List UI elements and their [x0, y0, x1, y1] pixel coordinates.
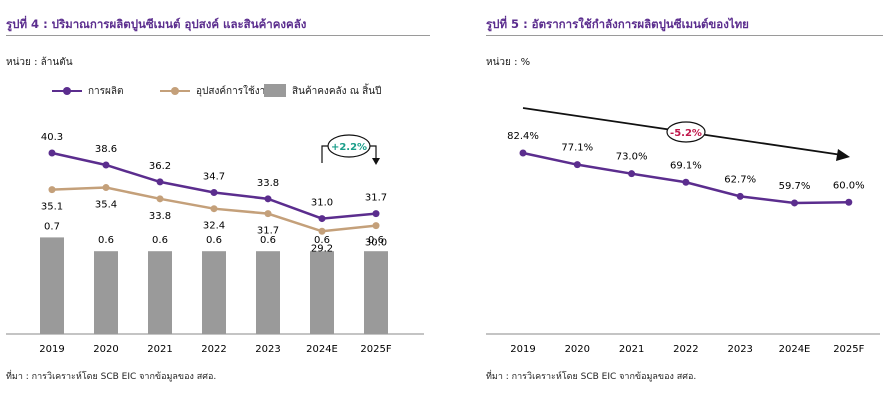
point-demand: [372, 222, 380, 230]
bar-inventory: [256, 251, 280, 334]
x-tick-label: 2020: [565, 344, 590, 355]
bar-inventory: [202, 251, 226, 334]
x-tick-label: 2019: [39, 344, 64, 355]
point-utilization: [573, 161, 581, 169]
data-label-inventory: 0.7: [44, 221, 60, 232]
data-label-utilization: 60.0%: [833, 180, 865, 191]
data-label-inventory: 0.6: [206, 235, 222, 246]
point-demand: [156, 195, 164, 203]
x-tick-label: 2024E: [306, 344, 338, 355]
legend-swatch-inventory: [264, 84, 286, 97]
unit-label: หน่วย : %: [486, 57, 531, 68]
bar-inventory: [94, 251, 118, 334]
x-tick-label: 2022: [201, 344, 226, 355]
point-utilization: [791, 199, 798, 207]
source-note: ที่มา : การวิเคราะห์โดย SCB EIC จากข้อมู…: [486, 372, 697, 382]
data-label-demand: 29.2: [311, 243, 333, 254]
chart-title: รูปที่ 4 : ปริมาณการผลิตปูนซีเมนต์ อุปสง…: [6, 17, 307, 31]
data-label-demand: 35.1: [41, 202, 63, 213]
title-divider: [486, 35, 883, 36]
annotation-arrowhead: [372, 158, 380, 165]
data-label-production: 34.7: [203, 171, 225, 182]
legend-marker-demand: [171, 87, 179, 95]
x-tick-label: 2022: [673, 344, 698, 355]
data-label-utilization: 69.1%: [670, 160, 702, 171]
x-tick-label: 2025F: [833, 344, 864, 355]
bar-inventory: [40, 237, 64, 334]
data-label-utilization: 73.0%: [616, 152, 648, 163]
data-label-demand: 35.4: [95, 200, 117, 211]
x-tick-label: 2023: [727, 344, 752, 355]
point-production: [318, 215, 326, 223]
bar-inventory: [364, 251, 388, 334]
data-label-inventory: 0.6: [260, 235, 276, 246]
x-tick-label: 2019: [510, 344, 535, 355]
point-demand: [48, 186, 56, 194]
data-label-demand: 31.7: [257, 226, 279, 237]
data-label-inventory: 0.6: [152, 235, 168, 246]
x-tick-label: 2021: [619, 344, 644, 355]
data-label-production: 38.6: [95, 144, 117, 155]
annotation-decline: -5.2%: [670, 128, 702, 139]
data-label-demand: 33.8: [149, 211, 171, 222]
point-demand: [264, 210, 272, 218]
chart-canvas-production: 0.7 0.6 0.6 0.6 0.6 0.6 0.6 35.1 35.4 33.8 32.4 31.…: [6, 132, 424, 355]
chart-panel-production: รูปที่ 4 : ปริมาณการผลิตปูนซีเมนต์ อุปสง…: [0, 0, 430, 409]
source-note: ที่มา : การวิเคราะห์โดย SCB EIC จากข้อมู…: [6, 372, 217, 382]
title-divider: [6, 35, 430, 36]
data-label-inventory: 0.6: [98, 235, 114, 246]
data-label-production: 40.3: [41, 132, 63, 143]
legend-label-inventory: สินค้าคงคลัง ณ สิ้นปี: [292, 86, 382, 97]
unit-label: หน่วย : ล้านตัน: [6, 57, 73, 68]
data-label-utilization: 82.4%: [507, 131, 539, 142]
point-production: [156, 178, 164, 186]
annotation-bubble: [666, 121, 706, 143]
data-label-inventory: 0.6: [368, 235, 384, 246]
point-production: [264, 195, 272, 203]
data-label-production: 36.2: [149, 161, 171, 172]
annotation-bubble: [327, 134, 371, 158]
trend-arrowhead: [836, 149, 850, 161]
data-label-utilization: 77.1%: [561, 143, 593, 154]
point-demand: [318, 227, 326, 235]
x-tick-label: 2021: [147, 344, 172, 355]
point-production: [102, 161, 110, 169]
legend-label-production: การผลิต: [88, 86, 124, 97]
point-demand: [210, 205, 218, 213]
data-label-demand: 32.4: [203, 221, 225, 232]
x-tick-label: 2023: [255, 344, 280, 355]
chart-canvas-utilization: -5.2% 82.4% 77.1% 73.0% 69.1% 62.7% 59.7% 60.0%…: [486, 107, 880, 355]
data-label-utilization: 62.7%: [724, 174, 756, 185]
point-utilization: [519, 149, 527, 157]
data-label-utilization: 59.7%: [779, 181, 811, 192]
point-utilization: [682, 178, 690, 186]
legend-label-demand: อุปสงค์การใช้งาน: [196, 86, 273, 97]
chart-title: รูปที่ 5 : อัตราการใช้กำลังการผลิตปูนซีเ…: [486, 17, 749, 31]
point-utilization: [845, 198, 853, 206]
point-utilization: [628, 170, 636, 178]
x-tick-label: 2025F: [360, 344, 391, 355]
legend-marker-production: [63, 87, 71, 95]
data-label-production: 31.0: [311, 198, 333, 209]
point-production: [372, 210, 380, 218]
point-production: [210, 188, 218, 196]
data-label-production: 33.8: [257, 178, 279, 189]
x-tick-label: 2020: [93, 344, 118, 355]
chart-panel-utilization: รูปที่ 5 : อัตราการใช้กำลังการผลิตปูนซีเ…: [480, 0, 883, 409]
annotation-growth: +2.2%: [331, 142, 367, 153]
data-label-demand: 30.0: [365, 238, 387, 249]
x-tick-label: 2024E: [779, 344, 811, 355]
point-production: [48, 149, 56, 157]
bar-inventory: [148, 251, 172, 334]
data-label-production: 31.7: [365, 193, 387, 204]
point-utilization: [736, 192, 744, 200]
bar-inventory: [310, 251, 334, 334]
data-label-inventory: 0.6: [314, 235, 330, 246]
point-demand: [102, 184, 110, 192]
